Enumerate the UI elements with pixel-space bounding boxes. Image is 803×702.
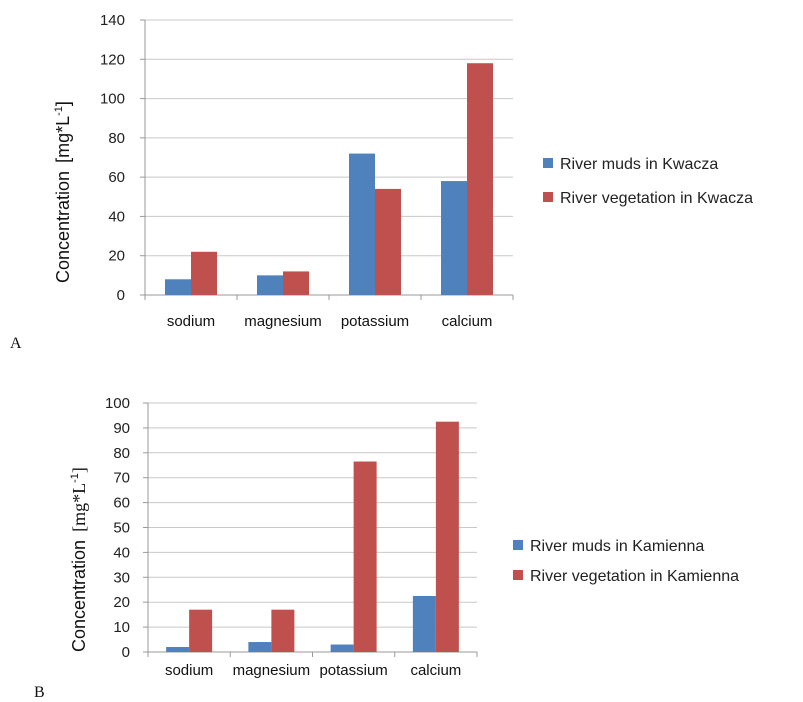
chart-b-bar-muds-sodium bbox=[166, 647, 190, 652]
chart-a-legend-swatch bbox=[543, 192, 553, 202]
chart-b-legend-label: River vegetation in Kamienna bbox=[530, 568, 739, 585]
chart-b-legend-swatch bbox=[513, 570, 523, 580]
chart-b-ytick-label: 80 bbox=[113, 445, 130, 462]
chart-a-ytick-label: 20 bbox=[108, 248, 125, 265]
chart-b-bar-muds-magnesium bbox=[248, 642, 272, 652]
chart-a-ytick-label: 0 bbox=[117, 287, 125, 304]
chart-b-ytick-label: 10 bbox=[113, 619, 130, 636]
chart-b-category-label: magnesium bbox=[233, 662, 311, 679]
panel-label-a: A bbox=[10, 335, 22, 352]
chart-a-bar-vegetation-potassium bbox=[375, 188, 401, 295]
chart-b-category-label: potassium bbox=[319, 662, 387, 679]
chart-b-ytick-label: 20 bbox=[113, 594, 130, 611]
chart-b-bar-vegetation-sodium bbox=[189, 609, 213, 652]
chart-b-ytick-label: 50 bbox=[113, 520, 130, 537]
chart-a: Concentration[mg*L-1] A 0 20 40 60 80 100 120 1… bbox=[10, 12, 753, 352]
chart-b-ytick-label: 30 bbox=[113, 569, 130, 586]
chart-b-ytick-label: 100 bbox=[105, 395, 130, 412]
chart-b-ytick-label: 0 bbox=[122, 644, 130, 661]
chart-a-bar-vegetation-magnesium bbox=[283, 271, 309, 295]
chart-a-legend-swatch bbox=[543, 158, 553, 168]
chart-b-ylabel: Concentration[mg*L-1] bbox=[69, 467, 89, 652]
chart-a-ytick-label: 40 bbox=[108, 208, 125, 225]
chart-a-bar-muds-sodium bbox=[165, 279, 191, 295]
chart-a-bar-muds-magnesium bbox=[257, 275, 283, 295]
panel-label-b: B bbox=[34, 684, 45, 701]
chart-b: Concentration[mg*L-1] B 0 10 20 30 40 50 60 70 8… bbox=[34, 395, 739, 701]
chart-a-bar-muds-calcium bbox=[441, 181, 467, 295]
chart-b-ytick-label: 40 bbox=[113, 544, 130, 561]
chart-a-category-label: calcium bbox=[442, 313, 493, 330]
chart-a-ytick-label: 120 bbox=[100, 51, 125, 68]
chart-a-legend-label: River vegetation in Kwacza bbox=[560, 190, 753, 207]
chart-a-category-label: sodium bbox=[167, 313, 215, 330]
chart-b-bar-vegetation-magnesium bbox=[271, 609, 295, 652]
chart-a-category-label: magnesium bbox=[244, 313, 322, 330]
chart-a-bar-vegetation-calcium bbox=[467, 63, 493, 295]
chart-a-category-label: potassium bbox=[341, 313, 409, 330]
chart-b-bar-vegetation-potassium bbox=[353, 461, 377, 652]
chart-b-bar-muds-potassium bbox=[330, 644, 354, 652]
chart-a-bar-vegetation-sodium bbox=[191, 251, 217, 295]
chart-b-bar-vegetation-calcium bbox=[435, 421, 459, 652]
chart-a-ylabel: Concentration[mg*L-1] bbox=[53, 101, 73, 283]
chart-a-ytick-label: 80 bbox=[108, 130, 125, 147]
chart-b-ytick-label: 70 bbox=[113, 470, 130, 487]
chart-a-bar-muds-potassium bbox=[349, 153, 375, 295]
chart-b-legend-label: River muds in Kamienna bbox=[530, 538, 704, 555]
chart-b-category-label: sodium bbox=[165, 662, 213, 679]
chart-a-legend-label: River muds in Kwacza bbox=[560, 156, 718, 173]
chart-a-ytick-label: 100 bbox=[100, 91, 125, 108]
chart-b-ytick-label: 90 bbox=[113, 420, 130, 437]
chart-a-ytick-label: 140 bbox=[100, 12, 125, 29]
chart-a-ytick-label: 60 bbox=[108, 169, 125, 186]
chart-b-category-label: calcium bbox=[410, 662, 461, 679]
chart-b-bar-muds-calcium bbox=[412, 595, 436, 652]
chart-b-ytick-label: 60 bbox=[113, 495, 130, 512]
chart-b-legend-swatch bbox=[513, 540, 523, 550]
